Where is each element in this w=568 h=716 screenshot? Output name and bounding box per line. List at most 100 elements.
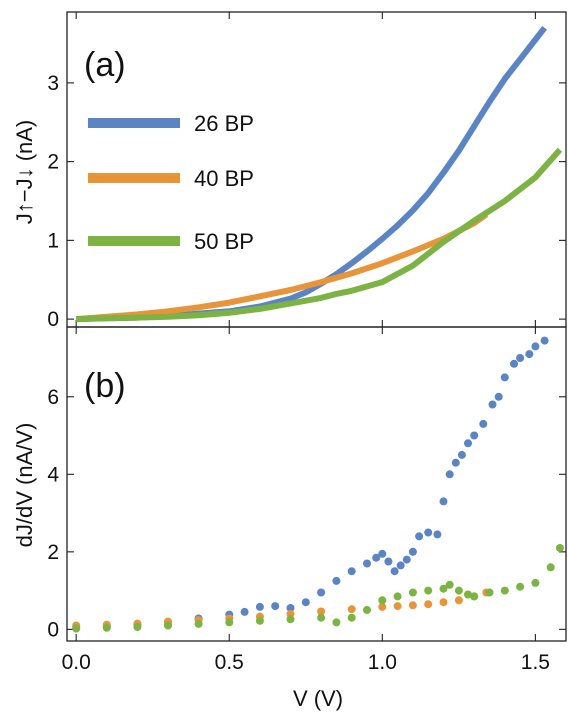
- data-point: [531, 342, 540, 351]
- data-point: [317, 588, 326, 597]
- data-point: [433, 530, 442, 539]
- panel-b: 0 2 4 6 0.0 0.5 1.0 1.5 (b) dJ/dV (nA/V) V (V): [12, 326, 567, 711]
- data-point: [454, 596, 463, 605]
- data-point: [510, 359, 518, 368]
- data-point: [393, 592, 402, 601]
- data-point: [378, 549, 387, 558]
- data-point: [301, 598, 310, 607]
- data-point: [255, 602, 264, 611]
- data-point: [332, 618, 341, 627]
- x-tick-label: 0.5: [215, 651, 244, 674]
- panel-b-ticks: 0 2 4 6 0.0 0.5 1.0 1.5: [47, 327, 566, 674]
- y-tick-label: 3: [47, 72, 59, 95]
- data-point: [464, 439, 472, 448]
- data-point: [439, 598, 448, 607]
- data-point: [402, 555, 411, 564]
- panel-b-ylabel: dJ/dV (nA/V): [12, 423, 37, 548]
- x-axis-title: V (V): [293, 686, 343, 711]
- data-point: [286, 604, 295, 612]
- data-point: [525, 350, 534, 359]
- y-tick-label: 2: [47, 151, 59, 174]
- data-point: [555, 544, 564, 552]
- data-point: [546, 563, 555, 572]
- data-point: [225, 618, 234, 627]
- data-point: [531, 578, 540, 587]
- series-line: [76, 147, 563, 323]
- x-tick-label: 0.0: [62, 651, 91, 674]
- data-point: [445, 580, 454, 589]
- data-point: [408, 547, 417, 556]
- data-point: [457, 450, 466, 459]
- y-tick-label: 1: [47, 229, 59, 252]
- panel-a-letter: (a): [84, 46, 126, 84]
- legend-label: 50 BP: [194, 229, 254, 254]
- x-tick-label: 1.5: [521, 651, 550, 674]
- data-point: [390, 567, 399, 576]
- data-point: [424, 586, 433, 595]
- legend: 26 BP 40 BP 50 BP: [88, 111, 254, 254]
- legend-label: 40 BP: [194, 166, 254, 191]
- panel-a-series: [75, 25, 563, 323]
- data-point: [516, 582, 525, 591]
- data-point: [470, 431, 479, 440]
- data-point: [540, 336, 549, 345]
- panel-a: 0 1 2 3 (a) J↑−J↓ (nA) 26 BP 40 BP 50 BP: [12, 11, 567, 331]
- data-point: [408, 601, 417, 610]
- data-point: [488, 400, 497, 409]
- data-point: [408, 588, 417, 597]
- data-point: [494, 392, 503, 401]
- data-point: [317, 607, 326, 616]
- data-point: [347, 613, 356, 622]
- data-point: [424, 600, 433, 609]
- panel-a-ticks: 0 1 2 3: [47, 12, 566, 331]
- data-point: [347, 605, 356, 614]
- data-point: [479, 419, 488, 428]
- legend-label: 26 BP: [194, 111, 254, 136]
- y-tick-label: 0: [47, 618, 59, 641]
- panel-a-ylabel: J↑−J↓ (nA): [12, 120, 37, 225]
- data-point: [102, 623, 111, 632]
- y-tick-label: 4: [47, 463, 59, 486]
- data-point: [347, 567, 356, 576]
- data-point: [378, 602, 387, 611]
- data-point: [451, 458, 460, 467]
- data-point: [317, 613, 326, 622]
- data-point: [424, 528, 433, 537]
- x-tick-label: 1.0: [368, 651, 397, 674]
- data-point: [464, 590, 472, 599]
- data-point: [445, 470, 454, 479]
- data-point: [194, 619, 203, 628]
- data-point: [133, 623, 142, 631]
- data-point: [439, 584, 448, 593]
- data-point: [332, 576, 341, 585]
- data-point: [396, 561, 405, 570]
- data-point: [72, 624, 81, 633]
- data-point: [454, 586, 463, 595]
- data-point: [500, 586, 509, 595]
- y-tick-label: 0: [47, 308, 59, 331]
- data-point: [439, 497, 448, 506]
- data-point: [372, 553, 381, 562]
- data-point: [378, 596, 387, 605]
- data-point: [363, 606, 371, 614]
- y-tick-label: 6: [47, 386, 59, 409]
- data-point: [271, 602, 280, 611]
- panel-a-frame: [66, 11, 567, 328]
- panel-b-series: [72, 336, 564, 633]
- data-point: [363, 559, 371, 568]
- data-point: [500, 373, 509, 382]
- data-point: [470, 592, 479, 601]
- panel-b-frame: [66, 326, 567, 642]
- data-point: [164, 621, 172, 630]
- y-tick-label: 2: [47, 541, 59, 564]
- data-point: [255, 616, 264, 625]
- data-point: [393, 602, 402, 611]
- data-point: [485, 588, 494, 597]
- data-point: [286, 615, 295, 624]
- panel-b-letter: (b): [84, 367, 126, 405]
- data-point: [415, 532, 424, 541]
- data-point: [240, 607, 249, 616]
- series-line: [75, 211, 489, 323]
- data-point: [384, 557, 393, 566]
